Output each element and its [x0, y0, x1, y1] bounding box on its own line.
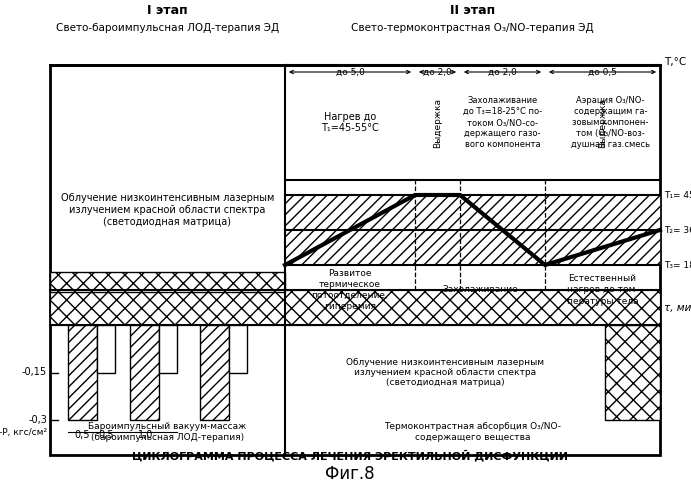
Text: до 0,5: до 0,5: [588, 68, 617, 77]
Text: Выдержка: Выдержка: [598, 98, 607, 148]
Bar: [200, 325, 229, 420]
Text: Свето-бароимпульсная ЛОД-терапия ЭД: Свето-бароимпульсная ЛОД-терапия ЭД: [56, 23, 279, 33]
Bar: [229, 325, 247, 372]
Text: Естественный
нагрев до тем-
пературы тела: Естественный нагрев до тем- пературы тел…: [567, 274, 638, 306]
Text: до 2,0: до 2,0: [488, 68, 517, 77]
Text: T₁= 45-55°C: T₁= 45-55°C: [664, 190, 691, 200]
Text: Термоконтрастная абсорбция О₃/NO-
содержащего вещества: Термоконтрастная абсорбция О₃/NO- содерж…: [384, 422, 561, 442]
Bar: [50, 65, 660, 455]
Text: 0,5: 0,5: [75, 430, 91, 440]
Text: Облучение низкоинтенсивным лазерным
излучением красной области спектра
(светодио: Облучение низкоинтенсивным лазерным излу…: [346, 358, 544, 388]
Text: T₃= 18-25°C: T₃= 18-25°C: [664, 260, 691, 270]
Bar: [130, 325, 159, 420]
Text: τ, мин.: τ, мин.: [664, 302, 691, 312]
Text: II этап: II этап: [450, 4, 495, 16]
Bar: [50, 290, 660, 325]
Text: -P, кгс/см²: -P, кгс/см²: [0, 428, 47, 436]
Text: ЦИКЛОГРАММА ПРОЦЕССА ЛЕЧЕНИЯ ЭРЕКТИЛЬНОЙ ДИСФУНКЦИИ: ЦИКЛОГРАММА ПРОЦЕССА ЛЕЧЕНИЯ ЭРЕКТИЛЬНОЙ…: [132, 449, 568, 461]
Text: Свето-термоконтрастная О₃/NO-терапия ЭД: Свето-термоконтрастная О₃/NO-терапия ЭД: [351, 23, 594, 33]
Bar: [97, 325, 115, 372]
Bar: [68, 325, 97, 420]
Text: 0,5: 0,5: [98, 430, 114, 440]
Text: -0,15: -0,15: [22, 368, 47, 378]
Text: 1,0: 1,0: [138, 430, 153, 440]
Bar: [605, 325, 660, 420]
Bar: [50, 272, 285, 292]
Text: -0,3: -0,3: [28, 415, 47, 425]
Text: T₂= 36,5°C: T₂= 36,5°C: [664, 226, 691, 234]
Text: Бароимпульсный вакуум-массаж
(бароимпульсная ЛОД-терапия): Бароимпульсный вакуум-массаж (бароимпуль…: [88, 422, 247, 442]
Text: до 5,0: до 5,0: [336, 68, 364, 77]
Text: Аэрация О₃/NO-
содержащим га-
зовым компонен-
том (О₃/NO-воз-
душная газ.смесь: Аэрация О₃/NO- содержащим га- зовым комп…: [571, 96, 650, 149]
Text: Фиг.8: Фиг.8: [325, 465, 375, 483]
Text: Захолаживание
до T₃=18-25°C по-
током О₃/NO-со-
держащего газо-
вого компонента: Захолаживание до T₃=18-25°C по- током О₃…: [463, 96, 542, 149]
Text: Облучение низкоинтенсивным лазерным
излучением красной области спектра
(светодио: Облучение низкоинтенсивным лазерным излу…: [61, 194, 274, 226]
Text: до 2,0: до 2,0: [423, 68, 452, 77]
Text: I этап: I этап: [147, 4, 188, 16]
Text: Нагрев до
T₁=45-55°C: Нагрев до T₁=45-55°C: [321, 112, 379, 134]
Text: T,°C: T,°C: [664, 57, 686, 67]
Text: Выдержка: Выдержка: [433, 98, 442, 148]
Text: Развитое
термическое
потоотделение,
гиперемия: Развитое термическое потоотделение, гипе…: [312, 269, 388, 311]
Bar: [159, 325, 177, 372]
Bar: [285, 195, 660, 265]
Text: Захолаживание: Захолаживание: [442, 286, 518, 294]
